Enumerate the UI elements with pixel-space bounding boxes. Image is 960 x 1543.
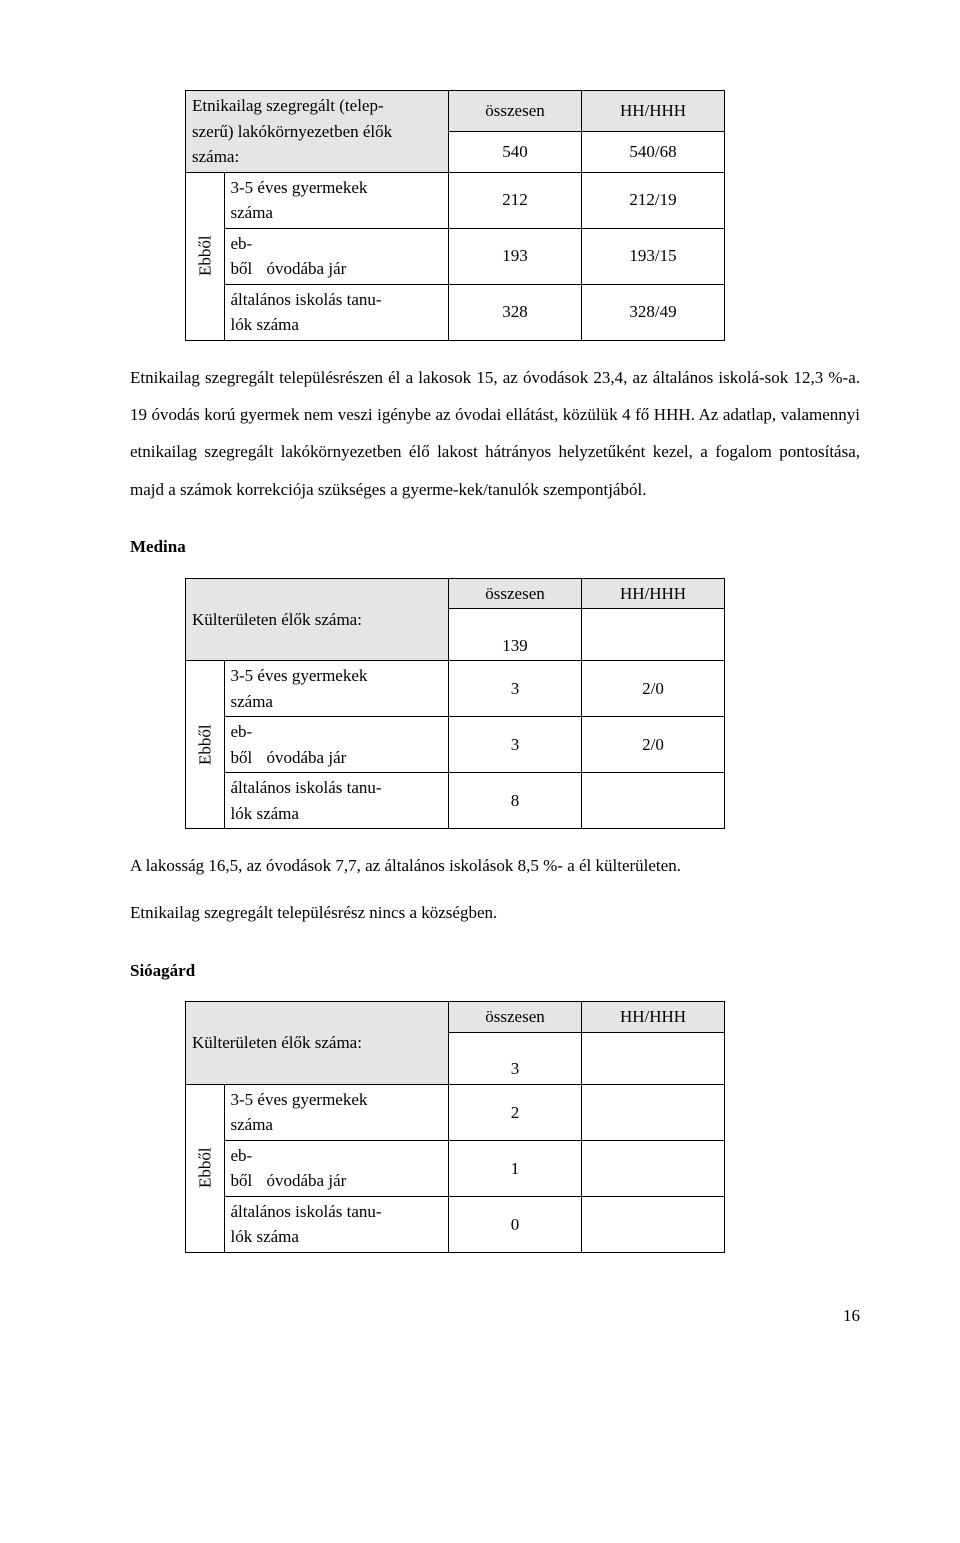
row-c-v2: 328/49 — [582, 284, 725, 340]
text: eb- — [231, 722, 253, 741]
row-a-v2: 2/0 — [582, 661, 725, 717]
row-a-label: 3-5 éves gyermekekszáma — [224, 1084, 449, 1140]
table-title: Külterületen élők száma: — [186, 1002, 449, 1085]
row-c-label: általános iskolás tanu-lók száma — [224, 1196, 449, 1252]
row-a-label: 3-5 éves gyermekekszáma — [224, 661, 449, 717]
text: eb- — [231, 234, 253, 253]
row-b-label-prefix: eb-ből — [224, 1140, 261, 1196]
row-a-label: 3-5 éves gyermekekszáma — [224, 172, 449, 228]
row-b-v2: 193/15 — [582, 228, 725, 284]
total-osszesen: 540 — [449, 131, 582, 172]
col-osszesen: összesen — [449, 1002, 582, 1033]
text: ből — [231, 259, 253, 278]
row-a-v1: 212 — [449, 172, 582, 228]
total-hh — [582, 609, 725, 661]
row-b-label-prefix: eb-ből — [224, 228, 261, 284]
total-hh: 540/68 — [582, 131, 725, 172]
paragraph-medina-2: Etnikailag szegregált településrész ninc… — [130, 894, 860, 931]
row-c-v1: 328 — [449, 284, 582, 340]
text: ből — [231, 1171, 253, 1190]
row-b-v1: 1 — [449, 1140, 582, 1196]
page-number: 16 — [130, 1303, 860, 1329]
col-hhhhh: HH/HHH — [582, 578, 725, 609]
total-osszesen: 139 — [449, 609, 582, 661]
side-label: Ebből — [186, 172, 225, 340]
table-title: Külterületen élők száma: — [186, 578, 449, 661]
total-hh — [582, 1032, 725, 1084]
row-c-v1: 8 — [449, 773, 582, 829]
row-b-label: óvodába jár — [261, 1140, 449, 1196]
row-c-label: általános iskolás tanu-lók száma — [224, 773, 449, 829]
heading-medina: Medina — [130, 534, 860, 560]
row-c-v2 — [582, 773, 725, 829]
row-b-v2 — [582, 1140, 725, 1196]
row-b-label: óvodába jár — [261, 228, 449, 284]
row-b-v1: 3 — [449, 717, 582, 773]
table-sioagard: Külterületen élők száma: összesen HH/HHH… — [185, 1001, 725, 1253]
text: eb- — [231, 1146, 253, 1165]
row-c-v2 — [582, 1196, 725, 1252]
table-medina: Külterületen élők száma: összesen HH/HHH… — [185, 578, 725, 830]
col-osszesen: összesen — [449, 578, 582, 609]
table-title: Etnikailag szegregált (telep-szerű) lakó… — [186, 91, 449, 173]
row-c-v1: 0 — [449, 1196, 582, 1252]
heading-sioagard: Sióagárd — [130, 958, 860, 984]
paragraph-1: Etnikailag szegregált településrészen él… — [130, 359, 860, 509]
paragraph-medina-1: A lakosság 16,5, az óvodások 7,7, az ált… — [130, 847, 860, 884]
text: ből — [231, 748, 253, 767]
row-a-v1: 3 — [449, 661, 582, 717]
row-b-v2: 2/0 — [582, 717, 725, 773]
row-a-v2 — [582, 1084, 725, 1140]
row-a-v2: 212/19 — [582, 172, 725, 228]
table-ethnic-segregated: Etnikailag szegregált (telep-szerű) lakó… — [185, 90, 725, 341]
row-b-label-prefix: eb-ből — [224, 717, 261, 773]
row-a-v1: 2 — [449, 1084, 582, 1140]
side-label: Ebből — [186, 1084, 225, 1252]
total-osszesen: 3 — [449, 1032, 582, 1084]
col-hhhhh: HH/HHH — [582, 1002, 725, 1033]
row-b-v1: 193 — [449, 228, 582, 284]
row-b-label: óvodába jár — [261, 717, 449, 773]
row-c-label: általános iskolás tanu-lók száma — [224, 284, 449, 340]
col-osszesen: összesen — [449, 91, 582, 132]
col-hhhhh: HH/HHH — [582, 91, 725, 132]
side-label: Ebből — [186, 661, 225, 829]
